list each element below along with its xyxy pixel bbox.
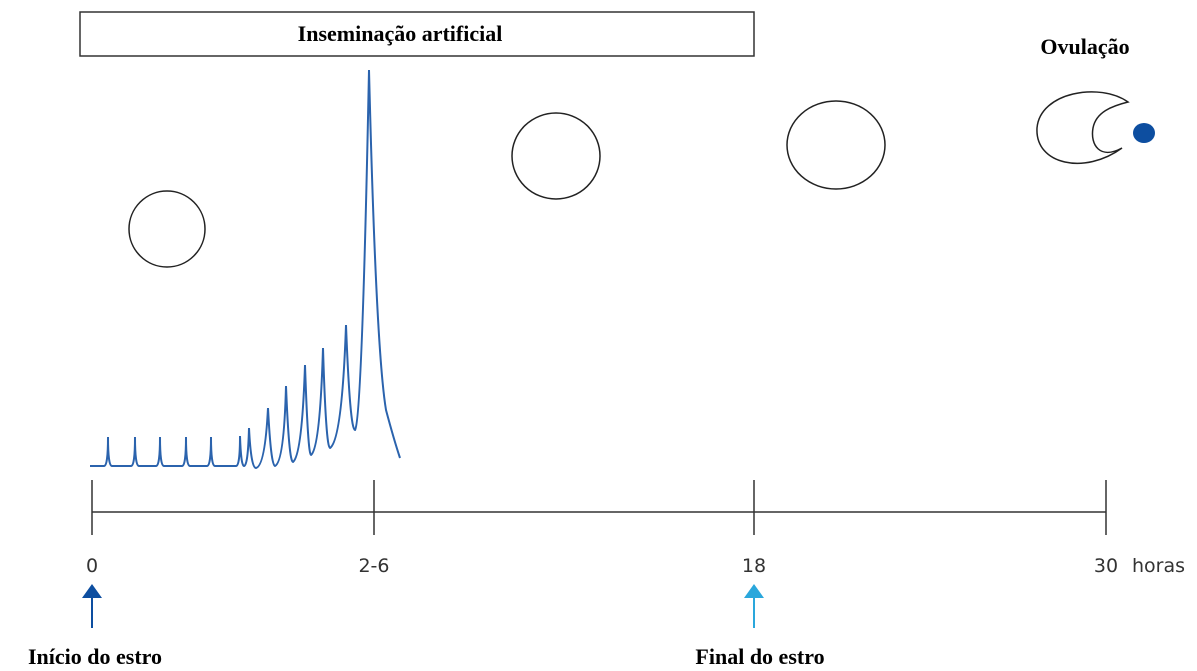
follicle [128, 190, 206, 268]
tick-label: 30 [1094, 555, 1118, 577]
event-label: Ovulação [1040, 34, 1129, 59]
lh-curve [90, 69, 401, 470]
oocyte [1133, 123, 1155, 143]
follicle [511, 112, 601, 200]
banner-label: Inseminação artificial [298, 21, 503, 46]
end-arrow-head [744, 584, 764, 598]
start-arrow-head [82, 584, 102, 598]
banner-box [79, 11, 755, 57]
tick-label: 0 [86, 555, 98, 577]
follicle [786, 100, 886, 190]
end-label: Final do estro [695, 644, 824, 669]
ruptured-follicle [1036, 91, 1130, 164]
unit-label: horas [1132, 555, 1185, 577]
tick-label: 18 [742, 555, 766, 577]
start-label: Início do estro [28, 644, 162, 669]
tick-label: 2-6 [358, 555, 389, 577]
